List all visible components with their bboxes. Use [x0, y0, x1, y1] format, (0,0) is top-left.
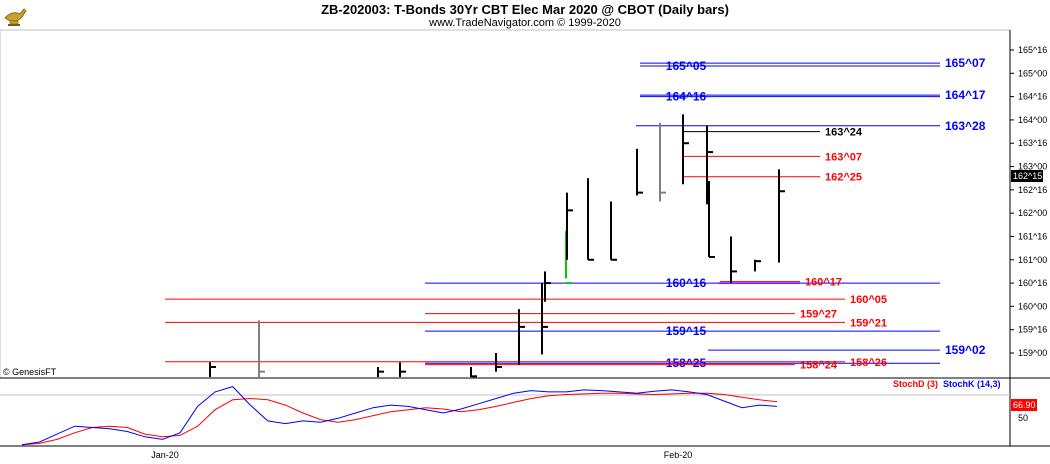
stoch-axis-50: 50	[1018, 413, 1028, 423]
level-label: 164^16	[666, 90, 707, 104]
price-axis-label: 161^00	[1018, 255, 1047, 265]
chart-subtitle: www.TradeNavigator.com © 1999-2020	[428, 17, 621, 29]
level-label: 162^25	[825, 172, 862, 184]
level-label: 158^25	[666, 356, 707, 370]
price-axis-label: 164^00	[1018, 115, 1047, 125]
copyright-text: © GenesisFT	[3, 367, 57, 377]
price-axis-label: 164^16	[1018, 92, 1047, 102]
price-axis-label: 159^00	[1018, 348, 1047, 358]
level-label: 158^24	[800, 360, 838, 372]
stoch-d-line	[21, 392, 778, 446]
level-label: 165^05	[666, 59, 707, 73]
stoch-last-label: 66.90	[1013, 400, 1036, 410]
genie-lamp-icon	[4, 8, 27, 26]
level-label: 165^07	[945, 56, 986, 70]
level-label: 163^28	[945, 119, 986, 133]
last-price-label: 162^15	[1013, 171, 1042, 181]
stoch-last-marker: 66.90	[1011, 399, 1037, 411]
price-axis-label: 163^16	[1018, 138, 1047, 148]
level-label: 159^15	[666, 324, 707, 338]
bars-layer	[209, 114, 785, 378]
level-label: 160^16	[666, 276, 707, 290]
price-axis-label: 162^16	[1018, 185, 1047, 195]
level-label: 158^26	[850, 357, 887, 369]
x-tick-feb: Feb-20	[664, 450, 693, 460]
stoch-k-line	[21, 386, 778, 446]
price-axis-label: 160^00	[1018, 301, 1047, 311]
price-axis-label: 160^16	[1018, 278, 1047, 288]
price-axis-label: 163^00	[1018, 162, 1047, 172]
price-axis-label: 161^16	[1018, 231, 1047, 241]
price-axis-label: 162^00	[1018, 208, 1047, 218]
level-label: 163^24	[825, 127, 863, 139]
stoch-k-legend: StochK (14,3)	[943, 379, 1001, 389]
price-axis: 165^16165^00164^16164^00163^16163^00162^…	[1010, 45, 1047, 358]
levels-layer: 165^05 165^07 164^16 164^17 163^28 163^24 163^…	[165, 56, 986, 372]
level-label: 164^17	[945, 88, 986, 102]
level-label: 160^17	[805, 277, 842, 289]
stoch-d-legend: StochD (3)	[893, 379, 938, 389]
chart-title: ZB-202003: T-Bonds 30Yr CBT Elec Mar 202…	[321, 2, 729, 17]
price-axis-label: 165^16	[1018, 45, 1047, 55]
stochastic-panel	[21, 386, 778, 446]
level-label: 163^07	[825, 151, 862, 163]
x-tick-jan: Jan-20	[151, 450, 179, 460]
last-price-marker: 162^15	[1011, 170, 1043, 182]
price-axis-label: 159^16	[1018, 325, 1047, 335]
level-label: 159^27	[800, 309, 837, 321]
level-label: 159^02	[945, 343, 986, 357]
level-label: 160^05	[850, 294, 887, 306]
price-axis-label: 165^00	[1018, 68, 1047, 78]
level-label: 159^21	[850, 317, 887, 329]
